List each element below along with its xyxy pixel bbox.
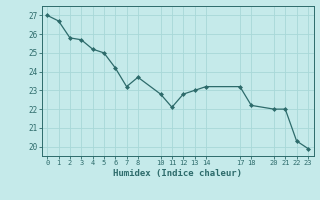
X-axis label: Humidex (Indice chaleur): Humidex (Indice chaleur) [113,169,242,178]
